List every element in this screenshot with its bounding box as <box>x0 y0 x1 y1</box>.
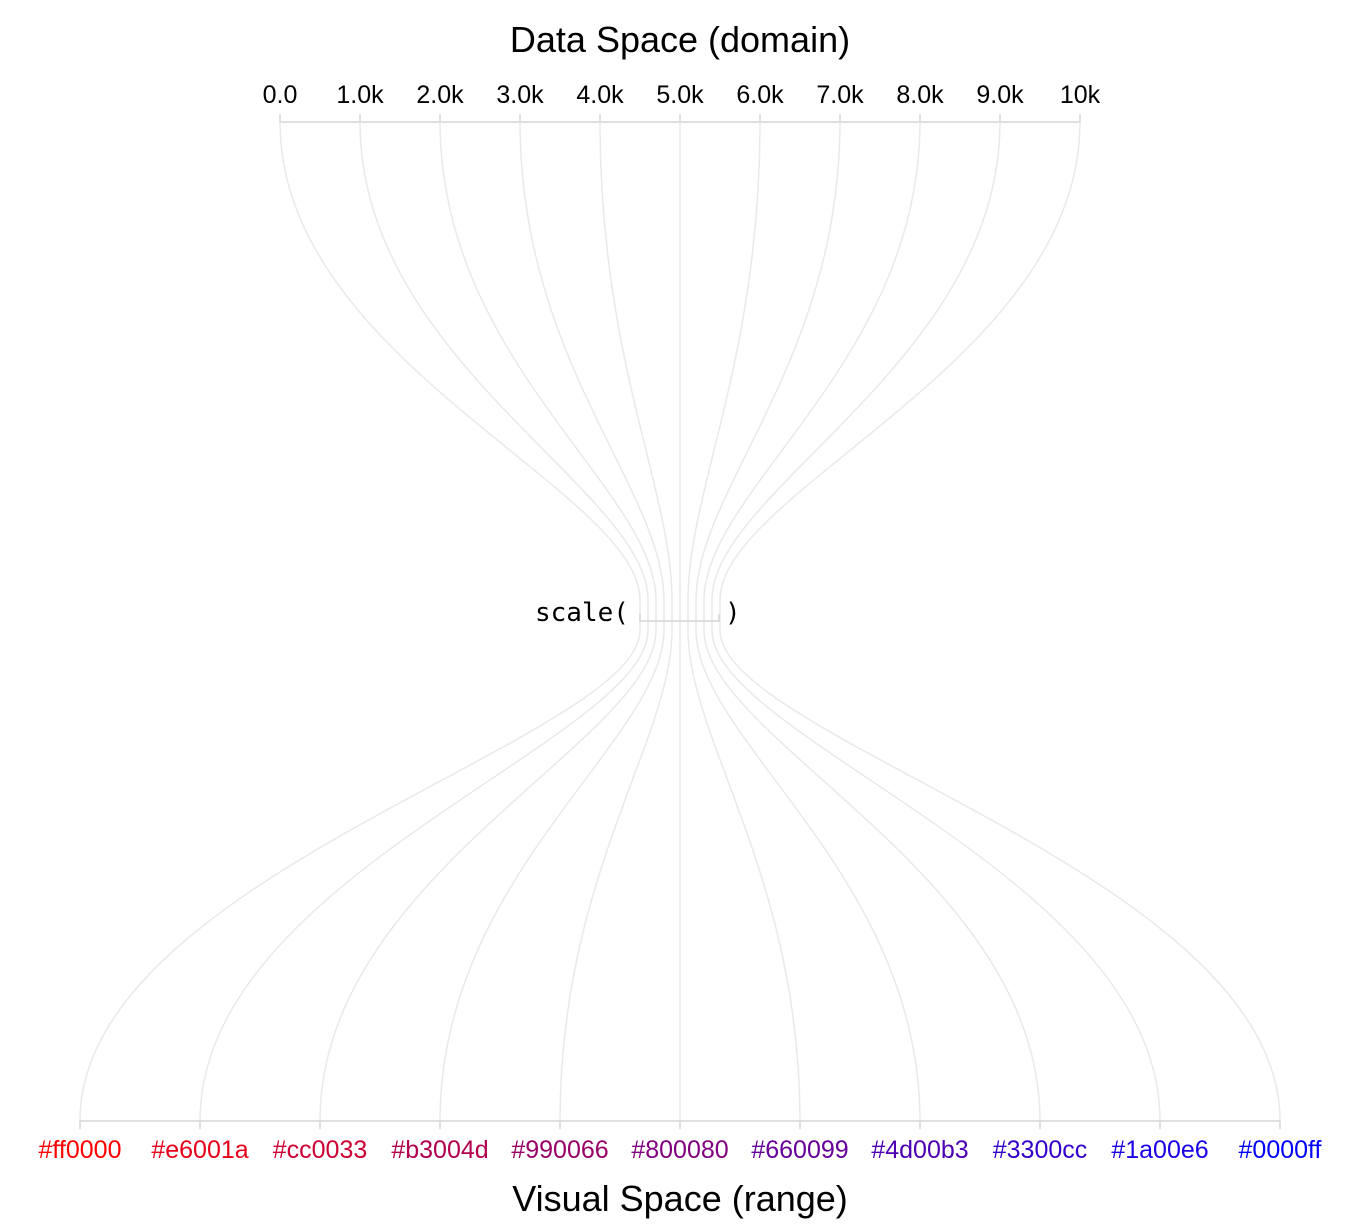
range-tick-label: #4d00b3 <box>871 1136 968 1164</box>
range-tick-label: #0000ff <box>1239 1136 1322 1164</box>
mapping-line <box>719 121 1281 1122</box>
range-tick-label: #1a00e6 <box>1111 1136 1208 1164</box>
range-title: Visual Space (range) <box>512 1178 848 1219</box>
range-tick-label: #b3004d <box>391 1136 488 1164</box>
range-tick-label: #3300cc <box>993 1136 1088 1164</box>
domain-tick-label: 4.0k <box>576 81 624 109</box>
domain-axis: 0.0 1.0k 2.0k 3.0k 4.0k 5.0k 6.0k 7.0k 8.0k 9.0k 1… <box>263 81 1101 123</box>
domain-tick-label: 7.0k <box>816 81 864 109</box>
domain-tick-label: 3.0k <box>496 81 544 109</box>
mapping-line <box>439 121 665 1122</box>
mapping-line <box>687 121 801 1122</box>
scale-open-text: scale( <box>535 598 629 628</box>
domain-tick-label: 8.0k <box>896 81 944 109</box>
mapping-lines <box>79 121 1281 1122</box>
domain-tick-label: 9.0k <box>976 81 1024 109</box>
range-axis: #ff0000 #e6001a #cc0033 #b3004d #990066 #8000… <box>39 1120 1322 1164</box>
scale-close-text: ) <box>725 598 741 628</box>
range-tick-label: #ff0000 <box>39 1136 122 1164</box>
scale-bracket <box>639 614 720 622</box>
domain-tick-label: 2.0k <box>416 81 464 109</box>
domain-tick-label: 0.0 <box>263 81 298 109</box>
range-tick-label: #cc0033 <box>273 1136 368 1164</box>
range-tick-label: #660099 <box>751 1136 848 1164</box>
scale-function: scale( ) <box>535 598 741 628</box>
mapping-line <box>703 121 1041 1122</box>
domain-title: Data Space (domain) <box>510 19 850 60</box>
domain-tick-label: 5.0k <box>656 81 704 109</box>
mapping-line <box>319 121 657 1122</box>
range-tick-label: #990066 <box>511 1136 608 1164</box>
mapping-line <box>559 121 673 1122</box>
domain-tick-label: 6.0k <box>736 81 784 109</box>
mapping-line <box>711 121 1161 1122</box>
mapping-line <box>695 121 921 1122</box>
domain-tick-label: 10k <box>1060 81 1101 109</box>
range-tick-label: #e6001a <box>151 1136 248 1164</box>
range-tick-label: #800080 <box>631 1136 728 1164</box>
mapping-line <box>79 121 641 1122</box>
domain-tick-label: 1.0k <box>336 81 384 109</box>
mapping-line <box>199 121 649 1122</box>
